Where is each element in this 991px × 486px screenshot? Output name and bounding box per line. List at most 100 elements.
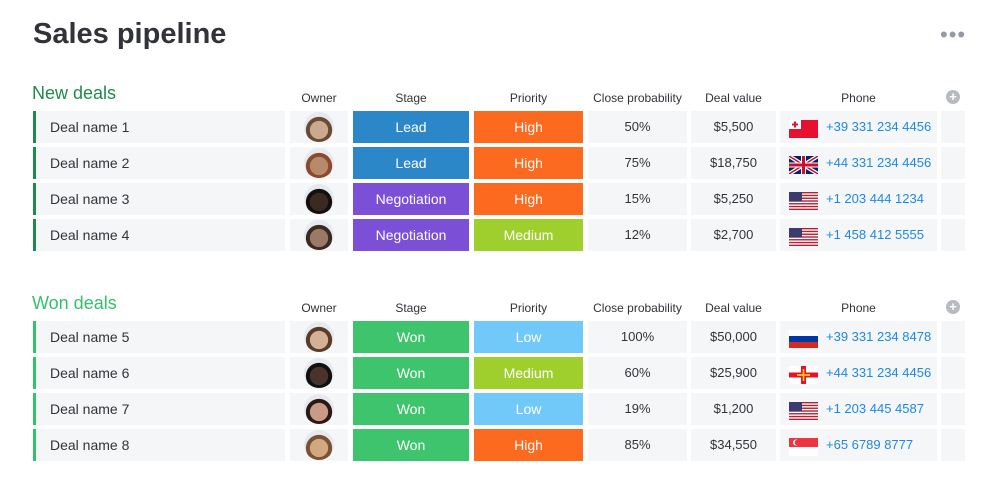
column-header: Owner xyxy=(301,91,337,105)
column-header: Owner xyxy=(301,301,337,315)
more-menu[interactable]: ••• xyxy=(940,22,967,47)
phone-cell: +39 331 234 4456 xyxy=(780,111,937,143)
row-end xyxy=(941,183,965,215)
close-probability: 19% xyxy=(588,393,687,425)
flag-icon xyxy=(789,366,818,384)
owner-cell xyxy=(290,429,348,461)
close-probability: 85% xyxy=(588,429,687,461)
owner-cell xyxy=(290,393,348,425)
column-header: Phone xyxy=(841,301,876,315)
deal-name: Deal name 5 xyxy=(33,321,285,353)
phone-number[interactable]: +39 331 234 4456 xyxy=(826,119,932,134)
stage: Lead xyxy=(353,147,469,179)
phone-number[interactable]: +1 458 412 5555 xyxy=(826,227,924,242)
phone-cell: +1 203 444 1234 xyxy=(780,183,937,215)
phone-number[interactable]: +44 331 234 4456 xyxy=(826,365,932,380)
flag-icon xyxy=(789,438,818,456)
stage: Won xyxy=(353,393,469,425)
add-column[interactable]: + xyxy=(946,90,960,104)
stage: Won xyxy=(353,429,469,461)
phone-cell: +44 331 234 4456 xyxy=(780,147,937,179)
group-title: New deals xyxy=(32,83,117,103)
deal-value: $18,750 xyxy=(691,147,776,179)
stage: Lead xyxy=(353,111,469,143)
add-column[interactable]: + xyxy=(946,300,960,314)
flag xyxy=(789,226,818,247)
flag xyxy=(789,328,818,348)
flag-icon xyxy=(789,228,818,247)
avatar xyxy=(304,358,334,388)
deal-value: $5,500 xyxy=(691,111,776,143)
row-end xyxy=(941,321,965,353)
column-header: Deal value xyxy=(705,91,762,105)
flag-icon xyxy=(789,120,818,138)
close-probability: 60% xyxy=(588,357,687,389)
phone-number[interactable]: +44 331 234 4456 xyxy=(826,155,932,170)
phone-number[interactable]: +1 203 445 4587 xyxy=(826,401,924,416)
phone-number[interactable]: +65 6789 8777 xyxy=(826,437,914,452)
priority: High xyxy=(474,111,583,143)
group-title: Won deals xyxy=(32,293,117,313)
column-header: Phone xyxy=(841,91,876,105)
row-end xyxy=(941,147,965,179)
avatar xyxy=(304,112,334,142)
flag xyxy=(789,190,818,211)
flag-icon xyxy=(789,330,818,348)
deal-value: $25,900 xyxy=(691,357,776,389)
avatar xyxy=(304,220,334,250)
deal-name: Deal name 2 xyxy=(33,147,285,179)
owner-cell xyxy=(290,219,348,251)
deal-value: $5,250 xyxy=(691,183,776,215)
phone-cell: +1 203 445 4587 xyxy=(780,393,937,425)
owner-cell xyxy=(290,321,348,353)
deal-name: Deal name 3 xyxy=(33,183,285,215)
stage: Negotiation xyxy=(353,219,469,251)
row-end xyxy=(941,393,965,425)
page-title: Sales pipeline xyxy=(33,18,227,50)
column-header: Close probability xyxy=(593,91,682,105)
deal-name: Deal name 4 xyxy=(33,219,285,251)
owner-cell xyxy=(290,147,348,179)
deal-name: Deal name 8 xyxy=(33,429,285,461)
phone-number[interactable]: +39 331 234 8478 xyxy=(826,329,932,344)
owner-cell xyxy=(290,183,348,215)
owner-cell xyxy=(290,357,348,389)
column-header: Deal value xyxy=(705,301,762,315)
flag xyxy=(789,118,818,138)
flag-icon xyxy=(789,192,818,211)
avatar xyxy=(304,322,334,352)
flag xyxy=(787,154,820,176)
deal-name: Deal name 7 xyxy=(33,393,285,425)
owner-cell xyxy=(290,111,348,143)
stage: Won xyxy=(353,321,469,353)
priority: High xyxy=(474,147,583,179)
close-probability: 75% xyxy=(588,147,687,179)
priority: Low xyxy=(474,321,583,353)
avatar xyxy=(304,184,334,214)
flag xyxy=(789,436,818,456)
deal-value: $1,200 xyxy=(691,393,776,425)
priority: High xyxy=(474,429,583,461)
phone-cell: +65 6789 8777 xyxy=(780,429,937,461)
row-end xyxy=(941,429,965,461)
deal-value: $50,000 xyxy=(691,321,776,353)
avatar xyxy=(304,394,334,424)
column-header: Stage xyxy=(395,301,427,315)
deal-value: $34,550 xyxy=(691,429,776,461)
row-end xyxy=(941,111,965,143)
close-probability: 12% xyxy=(588,219,687,251)
flag xyxy=(789,364,818,384)
close-probability: 100% xyxy=(588,321,687,353)
phone-cell: +1 458 412 5555 xyxy=(780,219,937,251)
flag-icon xyxy=(787,154,820,176)
row-end xyxy=(941,219,965,251)
close-probability: 15% xyxy=(588,183,687,215)
column-header: Priority xyxy=(509,301,548,315)
close-probability: 50% xyxy=(588,111,687,143)
phone-number[interactable]: +1 203 444 1234 xyxy=(826,191,924,206)
avatar xyxy=(304,430,334,460)
stage: Negotiation xyxy=(353,183,469,215)
priority: Medium xyxy=(474,357,583,389)
priority: Low xyxy=(474,393,583,425)
stage: Won xyxy=(353,357,469,389)
